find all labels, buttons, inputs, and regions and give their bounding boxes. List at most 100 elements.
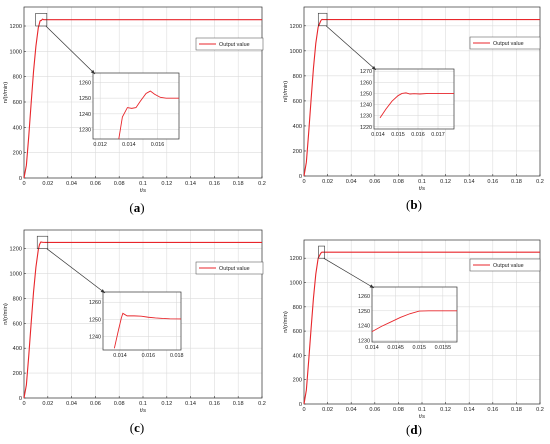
panel-caption-part: c (134, 420, 140, 435)
y-tick-label: 200 (13, 371, 22, 377)
y-tick-label: 1000 (10, 49, 22, 55)
y-tick-label: 400 (13, 125, 22, 131)
x-tick-label: 0.2 (536, 407, 544, 413)
inset-frame (373, 68, 455, 130)
inset-x-tick-label: 0.017 (431, 132, 445, 138)
panel-caption-part: ) (140, 200, 144, 215)
y-tick-label: 0 (19, 176, 22, 182)
inset-y-tick-label: 1260 (89, 300, 101, 306)
legend: Output value (195, 37, 264, 51)
inset-x-tick-label: 0.014 (113, 353, 127, 359)
panel-caption-part: ( (406, 197, 410, 212)
y-tick-label: 400 (293, 353, 302, 359)
zoom-box (36, 235, 49, 249)
inset-y-tick-label: 1240 (79, 112, 91, 118)
chart-panel-4: 0 0.02 0.04 0.06 0.08 0.1 0.12 0.14 0.16 0.18 0.2 0… (283, 239, 544, 437)
inset-y-tick-label: 1230 (79, 128, 91, 134)
inset-y-tick-label: 1260 (79, 80, 91, 86)
inset-chart: 0.014 0.016 0.018 1240 1250 1260 (89, 291, 184, 359)
inset-x-tick-label: 0.012 (93, 142, 107, 148)
x-tick-label: 0.12 (440, 407, 451, 413)
inset-area (374, 69, 454, 129)
zoom-box (317, 12, 328, 27)
inset-x-tick-label: 0.018 (170, 353, 184, 359)
y-tick-label: 1000 (290, 49, 302, 55)
x-tick-label: 0.16 (487, 179, 498, 185)
zoom-arrow (45, 25, 96, 75)
y-tick-label: 1200 (290, 256, 302, 262)
x-tick-label: 0.1 (418, 407, 426, 413)
chart-panel-3: 0 0.02 0.04 0.06 0.08 0.1 0.12 0.14 0.16 0.18 0.2 0… (3, 229, 266, 435)
y-tick-label: 600 (13, 321, 22, 327)
y-tick-label: 0 (299, 402, 302, 408)
x-tick-label: 0.14 (185, 181, 196, 187)
y-tick-label: 1000 (290, 281, 302, 287)
x-tick-label: 0.18 (233, 181, 244, 187)
y-tick-label: 1200 (10, 24, 22, 30)
inset-frame (92, 72, 180, 140)
x-tick-label: 0.06 (90, 401, 101, 407)
x-tick-label: 0.1 (418, 179, 426, 185)
inset-y-tick-label: 1230 (358, 339, 370, 345)
y-tick-label: 0 (299, 174, 302, 180)
series-line-1 (303, 251, 540, 405)
legend: Output value (469, 258, 541, 272)
inset-y-tick-label: 1260 (360, 80, 372, 86)
y-tick-label: 1200 (290, 24, 302, 30)
panel-caption-part: ( (130, 420, 134, 435)
zoom-arrow (325, 25, 377, 71)
x-tick-label: 0.06 (90, 181, 101, 187)
y-tick-label: 1200 (10, 247, 22, 253)
x-tick-label: 0.2 (258, 401, 266, 407)
y-tick-label: 400 (13, 346, 22, 352)
inset-x-tick-label: 0.016 (411, 132, 425, 138)
y-tick-label: 600 (293, 329, 302, 335)
inset-y-tick-label: 1250 (358, 309, 370, 315)
y-tick-label: 200 (293, 378, 302, 384)
panel-caption: (d) (406, 422, 422, 437)
x-tick-label: 0 (22, 401, 25, 407)
legend-label: Output value (493, 263, 524, 269)
inset-y-tick-label: 1240 (358, 324, 370, 330)
x-tick-label: 0.06 (369, 179, 380, 185)
y-tick-label: 200 (293, 149, 302, 155)
x-tick-label: 0.08 (393, 179, 404, 185)
x-tick-label: 0 (302, 179, 305, 185)
x-tick-label: 0.04 (346, 407, 357, 413)
x-tick-label: 0.02 (322, 179, 333, 185)
inset-series-line (118, 90, 179, 140)
x-tick-label: 0.04 (346, 179, 357, 185)
x-tick-label: 0.08 (393, 407, 404, 413)
series-line-1 (303, 18, 540, 177)
inset-y-tick-label: 1250 (360, 91, 372, 97)
inset-y-tick-label: 1240 (89, 334, 101, 340)
x-tick-label: 0.02 (42, 401, 53, 407)
x-tick-label: 0.16 (209, 181, 220, 187)
zoom-arrow-head (369, 284, 374, 288)
x-tick-label: 0.14 (185, 401, 196, 407)
inset-area (103, 292, 181, 350)
zoom-arrow (46, 248, 106, 294)
x-tick-label: 0.1 (139, 181, 147, 187)
x-axis-label: t/s (140, 188, 146, 194)
inset-x-tick-label: 0.014 (371, 132, 385, 138)
inset-x-tick-label: 0.0145 (387, 345, 404, 351)
legend-box (469, 258, 541, 272)
inset-chart: 0.014 0.015 0.016 0.017 1220 1230 1240 1250 1260… (360, 68, 455, 138)
inset-x-tick-label: 0.014 (122, 142, 136, 148)
x-tick-label: 0.12 (161, 401, 172, 407)
x-tick-label: 0.06 (369, 407, 380, 413)
legend-label: Output value (219, 266, 250, 272)
panel-caption-part: d (410, 422, 418, 437)
legend: Output value (195, 261, 264, 275)
x-axis-label: t/s (419, 414, 425, 420)
inset-x-tick-label: 0.014 (365, 345, 379, 351)
legend: Output value (469, 36, 541, 50)
inset-area (93, 73, 179, 139)
inset-series-line (371, 310, 457, 332)
y-axis-label: n/(r/min) (3, 82, 9, 104)
x-tick-label: 0.14 (464, 407, 475, 413)
inset-area (372, 287, 457, 342)
y-tick-label: 1000 (10, 272, 22, 278)
